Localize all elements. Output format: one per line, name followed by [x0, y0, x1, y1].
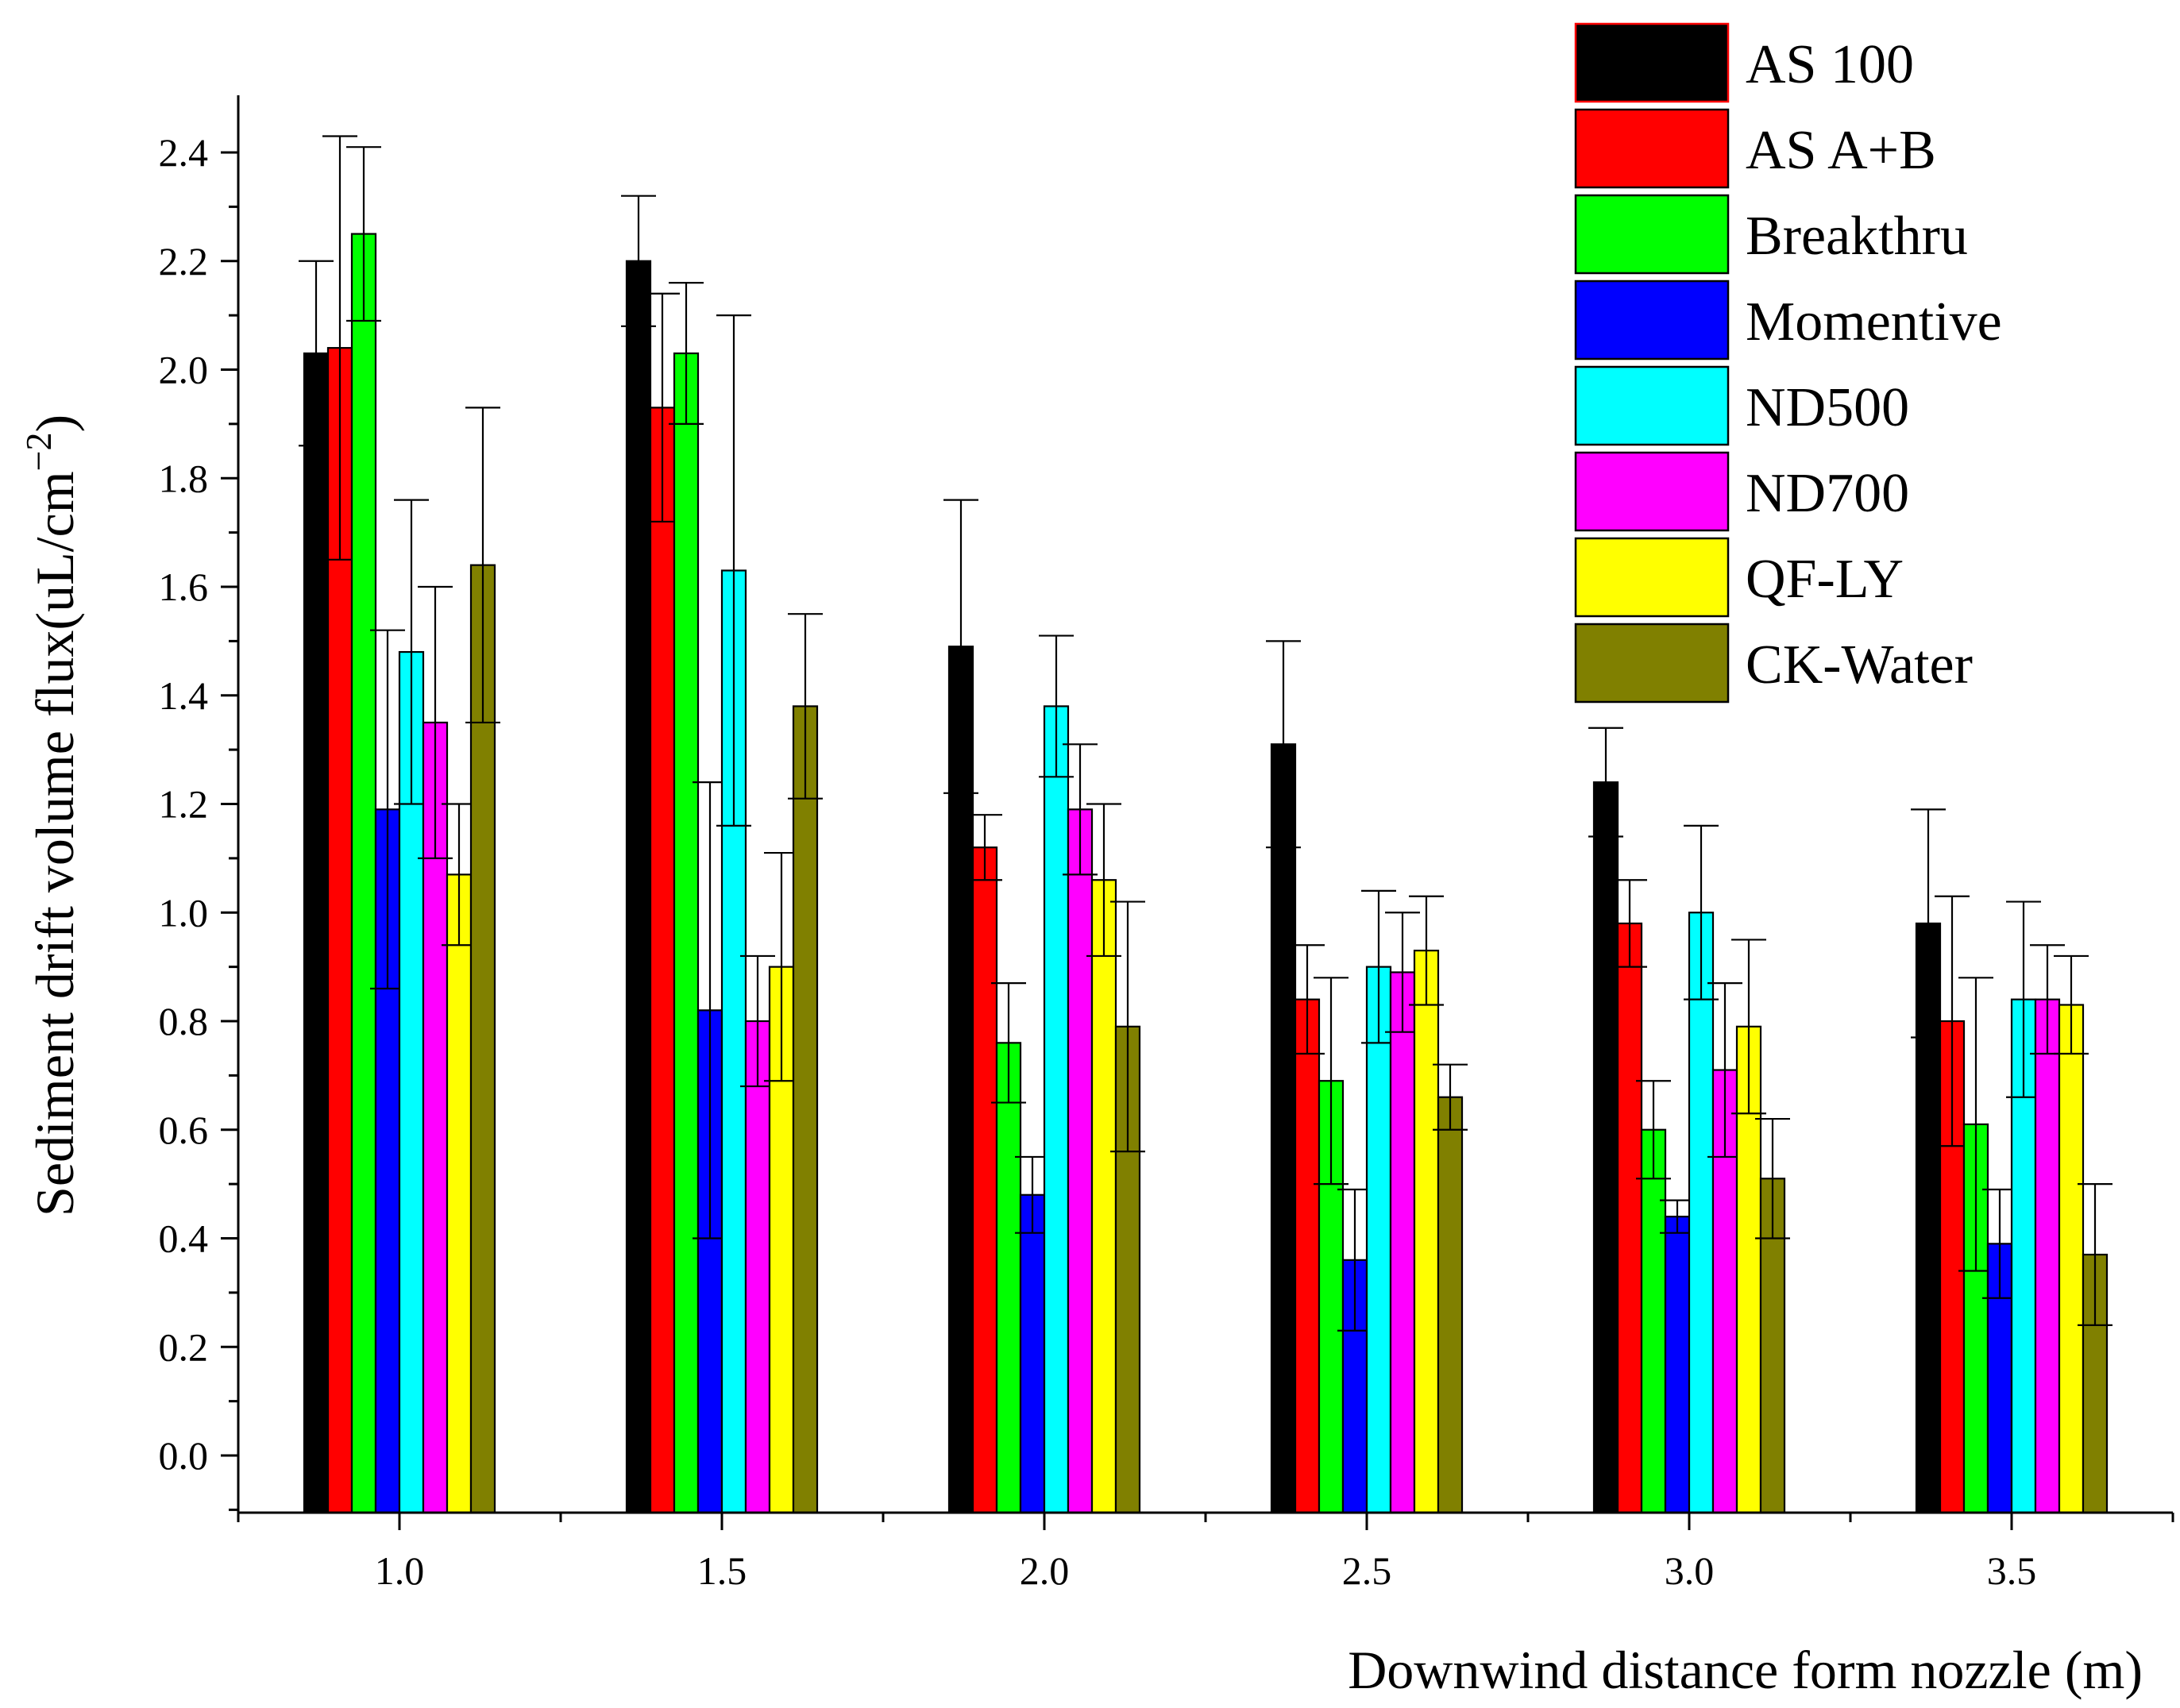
legend-swatch-ck-water — [1574, 623, 1730, 704]
bar-qf-ly-1.0 — [446, 873, 473, 1514]
legend-swatch-nd700 — [1574, 451, 1730, 532]
y-tick-label: 1.8 — [159, 456, 209, 500]
legend: AS 100 AS A+B Breakthru Momentive ND500 ND700… — [1574, 22, 2002, 704]
bar-momentive-2.0 — [1019, 1193, 1046, 1514]
y-tick-label: 2.2 — [159, 239, 209, 283]
bar-as-a-b-3.0 — [1616, 922, 1643, 1514]
bar-ck-water-2.0 — [1114, 1025, 1141, 1514]
bar-nd700-2.5 — [1389, 971, 1416, 1514]
y-axis-title: Sediment drift volume flux(uL/cm−2) — [18, 414, 85, 1216]
bar-as-100-2.5 — [1270, 743, 1297, 1514]
legend-swatch-nd500 — [1574, 365, 1730, 446]
bar-breakthru-1.0 — [350, 233, 377, 1514]
bar-qf-ly-3.5 — [2058, 1004, 2085, 1514]
bar-momentive-3.0 — [1664, 1216, 1691, 1514]
bar-qf-ly-2.0 — [1090, 879, 1117, 1514]
y-tick-label: 0.2 — [159, 1324, 209, 1369]
bars-layer — [299, 135, 2112, 1514]
x-tick-label: 2.5 — [1342, 1548, 1392, 1593]
legend-label: ND700 — [1746, 463, 1909, 524]
y-axis-title-exponent: −2 — [18, 432, 59, 471]
bar-breakthru-1.5 — [673, 352, 700, 1514]
legend-swatch-as-a-b — [1574, 108, 1730, 189]
legend-label: ND500 — [1746, 377, 1909, 438]
bar-ck-water-2.5 — [1437, 1096, 1464, 1514]
bar-as-a-b-1.5 — [649, 407, 676, 1514]
y-tick-label: 0.4 — [159, 1216, 209, 1261]
y-tick-label: 2.4 — [159, 130, 209, 175]
bar-nd700-3.5 — [2034, 998, 2061, 1514]
y-tick-label: 0.8 — [159, 999, 209, 1043]
bar-breakthru-3.0 — [1640, 1128, 1667, 1514]
y-tick-label: 2.0 — [159, 348, 209, 392]
bar-nd700-2.0 — [1067, 808, 1094, 1514]
bar-nd500-2.0 — [1043, 705, 1070, 1514]
legend-label: AS 100 — [1746, 34, 1914, 95]
x-tick-label: 2.0 — [1020, 1548, 1070, 1593]
bar-nd500-2.5 — [1365, 966, 1392, 1514]
legend-label: QF-LY — [1746, 549, 1904, 610]
bar-ck-water-1.5 — [792, 705, 819, 1514]
bar-as-100-1.0 — [303, 352, 330, 1514]
y-axis-title-suffix: ) — [25, 414, 85, 433]
y-tick-label: 1.4 — [159, 673, 209, 718]
bar-as-a-b-2.0 — [971, 846, 998, 1514]
y-tick-label: 1.0 — [159, 890, 209, 935]
bar-nd500-3.0 — [1688, 912, 1715, 1514]
bar-qf-ly-2.5 — [1413, 950, 1440, 1514]
legend-label: CK-Water — [1746, 634, 1973, 696]
legend-swatch-qf-ly — [1574, 537, 1730, 618]
x-tick-label: 3.5 — [1987, 1548, 2037, 1593]
legend-label: Breakthru — [1746, 206, 1968, 267]
x-axis-title: Downwind distance form nozzle (m) — [1348, 1640, 2143, 1700]
x-tick-label: 3.0 — [1665, 1548, 1715, 1593]
y-tick-label: 0.0 — [159, 1433, 209, 1478]
ticks-layer: 0.0 0.2 0.4 0.6 0.8 1.0 1.2 1.4 1.6 1.8 2.0 2.2 2.4 1… — [159, 130, 2174, 1593]
bar-as-100-1.5 — [625, 260, 652, 1514]
legend-label: AS A+B — [1746, 120, 1936, 181]
bar-nd700-1.5 — [744, 1020, 771, 1514]
bar-as-a-b-2.5 — [1294, 998, 1321, 1514]
y-tick-label: 0.6 — [159, 1108, 209, 1152]
legend-swatch-momentive — [1574, 280, 1730, 360]
y-tick-label: 1.2 — [159, 782, 209, 827]
legend-swatch-as-100 — [1574, 22, 1730, 103]
y-axis-title-main: Sediment drift volume flux(uL/cm — [25, 471, 85, 1216]
x-tick-label: 1.5 — [697, 1548, 747, 1593]
y-tick-label: 1.6 — [159, 565, 209, 609]
legend-swatch-breakthru — [1574, 194, 1730, 275]
bar-as-100-3.0 — [1592, 781, 1619, 1514]
x-tick-label: 1.0 — [375, 1548, 425, 1593]
bar-breakthru-2.0 — [995, 1042, 1022, 1514]
legend-label: Momentive — [1746, 291, 2002, 353]
